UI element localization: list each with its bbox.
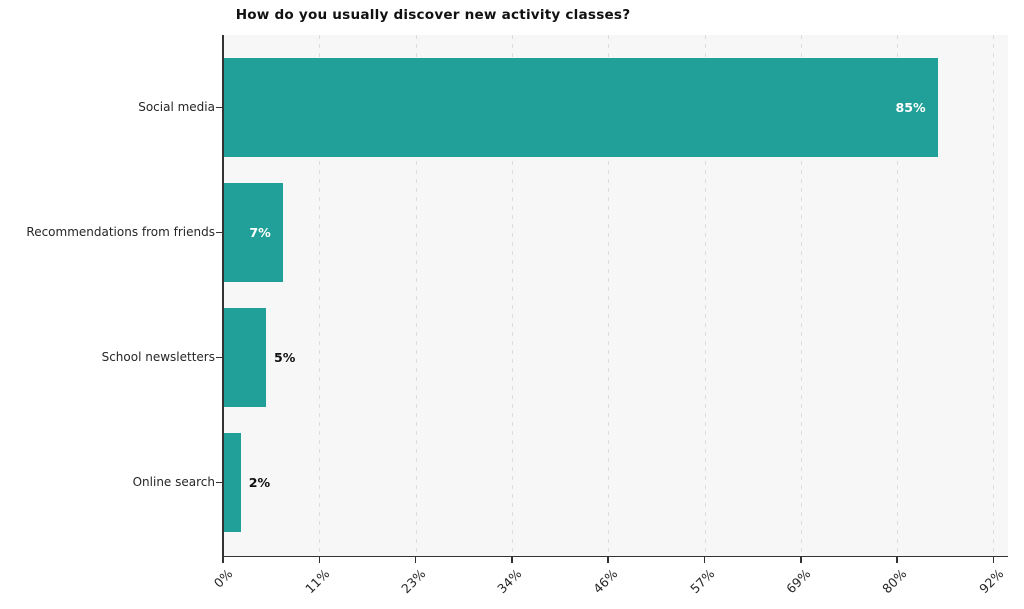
y-axis-line — [222, 35, 224, 556]
gridline — [608, 35, 610, 556]
gridline — [897, 35, 899, 556]
x-tick-label: 57% — [686, 566, 718, 597]
y-axis-category-label: School newsletters — [101, 349, 215, 364]
x-tick-mark — [318, 556, 320, 563]
bar-value-label: 2% — [248, 474, 271, 490]
x-tick-label: 46% — [590, 566, 621, 597]
y-tick-mark — [216, 356, 223, 359]
bar-school-newsletters — [224, 308, 266, 407]
x-tick-mark — [800, 556, 802, 563]
bar-value-label: 85% — [895, 99, 926, 115]
x-tick-mark — [896, 556, 898, 563]
x-tick-label: 34% — [494, 566, 525, 597]
bar-recommendations-from-friends — [224, 183, 283, 282]
x-tick-label: 69% — [783, 566, 814, 597]
x-axis-line — [222, 555, 1008, 558]
bar-social-media — [224, 58, 938, 157]
bar-value-label: 7% — [249, 224, 271, 240]
y-axis-category-label: Online search — [132, 474, 215, 489]
y-tick-mark — [216, 231, 223, 234]
gridline — [319, 35, 321, 556]
x-tick-label: 23% — [397, 566, 429, 597]
y-tick-mark — [216, 106, 223, 109]
x-tick-mark — [222, 556, 224, 563]
x-tick-label: 92% — [975, 566, 1006, 597]
x-tick-label: 0% — [210, 566, 236, 591]
gridline — [511, 35, 513, 556]
x-tick-mark — [703, 556, 706, 563]
bar-value-label: 5% — [273, 349, 296, 365]
x-tick-mark — [992, 556, 995, 563]
gridline — [415, 35, 417, 556]
y-axis-category-label: Social media — [138, 99, 215, 114]
x-tick-label: 80% — [879, 566, 910, 597]
gridline — [800, 35, 802, 556]
bar-online-search — [224, 433, 241, 532]
x-tick-label: 11% — [301, 566, 332, 597]
x-tick-mark — [607, 556, 609, 563]
chart-title: How do you usually discover new activity… — [235, 7, 631, 23]
x-tick-mark — [511, 556, 513, 563]
gridline — [993, 35, 995, 556]
y-tick-mark — [216, 481, 223, 484]
x-tick-mark — [414, 556, 417, 563]
gridline — [704, 35, 706, 556]
y-axis-category-label: Recommendations from friends — [26, 224, 215, 239]
